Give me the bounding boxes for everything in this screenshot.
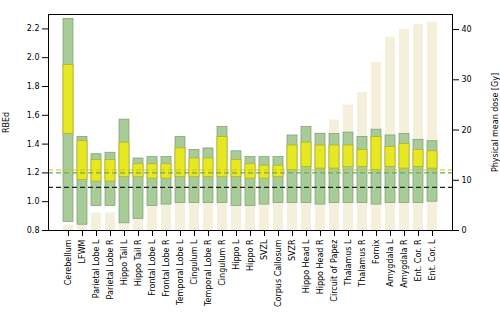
svg-text:Hippo L: Hippo L xyxy=(232,239,241,270)
svg-text:1.6: 1.6 xyxy=(27,111,40,120)
svg-text:Hippo Tail L: Hippo Tail L xyxy=(120,239,129,285)
svg-text:Hippo R: Hippo R xyxy=(246,239,255,271)
svg-text:Cingulum L: Cingulum L xyxy=(190,239,199,285)
svg-text:LFWM: LFWM xyxy=(78,239,87,263)
svg-text:1.4: 1.4 xyxy=(27,140,40,149)
svg-text:Thalamus L: Thalamus L xyxy=(344,239,353,287)
svg-text:Amygdala R: Amygdala R xyxy=(400,239,409,288)
svg-text:Hippo Head L: Hippo Head L xyxy=(302,239,311,293)
svg-text:Temporal Lobe R: Temporal Lobe R xyxy=(204,239,213,307)
svg-text:Cingulum R: Cingulum R xyxy=(218,239,227,286)
svg-text:SVZL: SVZL xyxy=(260,239,269,260)
svg-text:SVZR: SVZR xyxy=(288,239,297,261)
svg-text:Temporal Lobe L: Temporal Lobe L xyxy=(176,239,185,306)
svg-text:Frontal Lobe R: Frontal Lobe R xyxy=(162,239,171,297)
svg-text:Physical mean dose [Gy]: Physical mean dose [Gy] xyxy=(491,73,500,172)
svg-text:10: 10 xyxy=(462,176,472,185)
svg-text:20: 20 xyxy=(462,126,472,135)
svg-text:RBEd: RBEd xyxy=(2,112,11,133)
svg-text:Cerebellum: Cerebellum xyxy=(64,239,73,285)
svg-text:Frontal Lobe L: Frontal Lobe L xyxy=(148,239,157,296)
svg-text:Fornix: Fornix xyxy=(372,239,381,264)
svg-text:Hippo Tail R: Hippo Tail R xyxy=(134,239,143,286)
svg-text:1.2: 1.2 xyxy=(27,168,40,177)
svg-text:2.0: 2.0 xyxy=(27,53,40,62)
svg-text:Parietal Lobe R: Parietal Lobe R xyxy=(106,239,115,299)
svg-text:Circuit of Papez: Circuit of Papez xyxy=(330,240,339,302)
svg-text:2.2: 2.2 xyxy=(27,24,40,33)
svg-text:Ent. Cor. L: Ent. Cor. L xyxy=(428,239,437,280)
svg-text:Amygdala L: Amygdala L xyxy=(386,239,395,287)
svg-text:40: 40 xyxy=(462,25,472,34)
svg-text:Hippo Head R: Hippo Head R xyxy=(316,239,325,294)
svg-text:0.8: 0.8 xyxy=(27,226,40,235)
svg-text:1.0: 1.0 xyxy=(27,197,40,206)
svg-text:Corpus Callosum: Corpus Callosum xyxy=(274,239,283,307)
svg-text:30: 30 xyxy=(462,75,472,84)
svg-text:0: 0 xyxy=(462,226,467,235)
svg-text:Ent. Cor. R: Ent. Cor. R xyxy=(414,239,423,281)
svg-text:Parietal Lobe L: Parietal Lobe L xyxy=(92,239,101,298)
svg-text:1.8: 1.8 xyxy=(27,82,40,91)
svg-text:Thalamus R: Thalamus R xyxy=(358,239,367,288)
